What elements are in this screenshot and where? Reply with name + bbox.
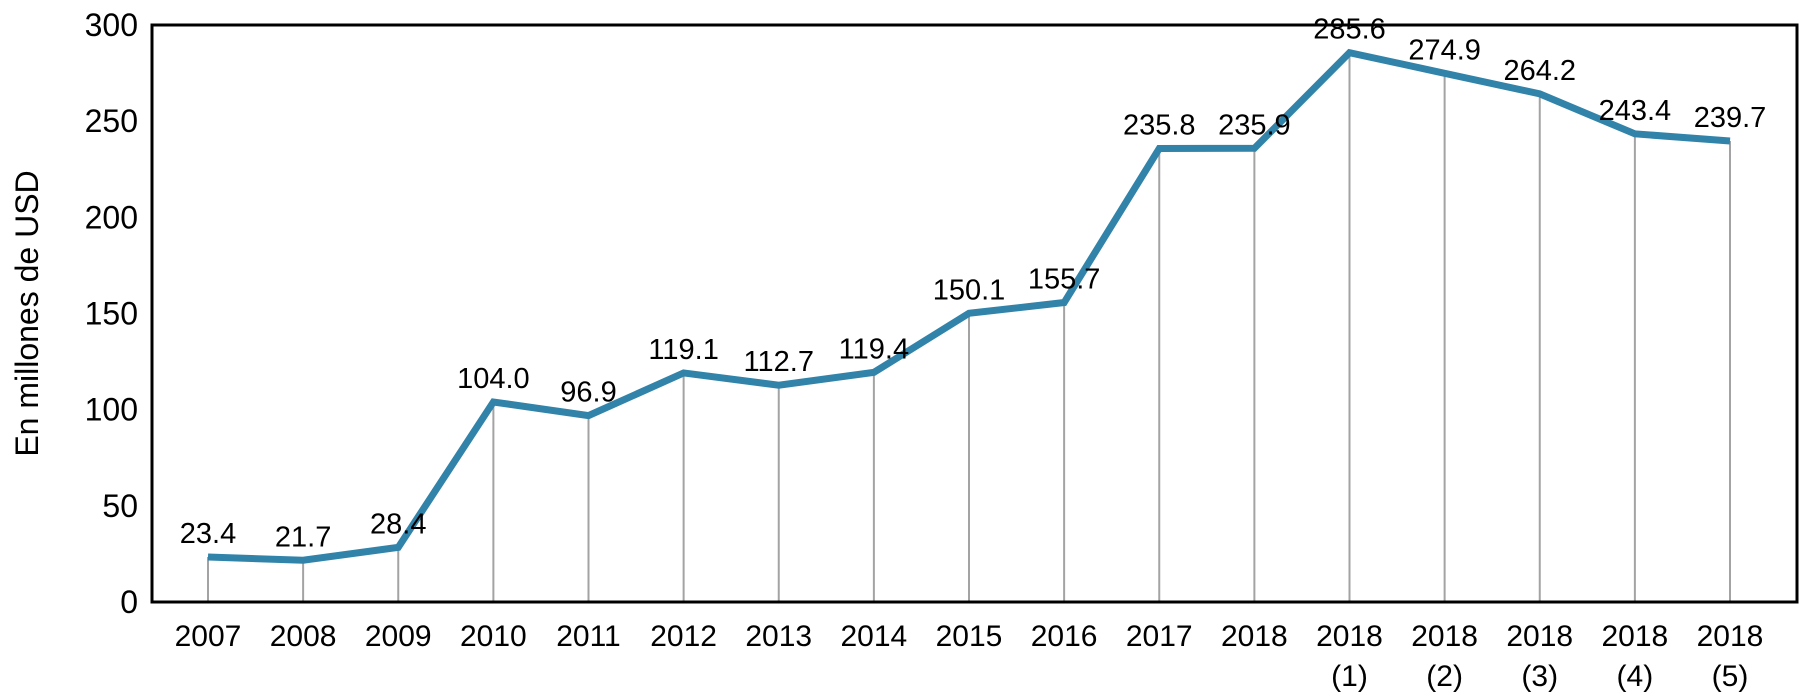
data-label: 274.9 (1408, 34, 1481, 66)
x-tick-label: 2011 (556, 620, 621, 653)
x-tick-label: 2009 (365, 620, 432, 653)
y-tick-label: 150 (85, 296, 138, 332)
data-label: 112.7 (744, 346, 814, 378)
x-tick-label: 2018 (1316, 620, 1383, 653)
data-label: 21.7 (275, 521, 331, 553)
y-axis-title: En millones de USD (9, 170, 45, 456)
x-tick-label: 2010 (460, 620, 527, 653)
line-series (207, 48, 1731, 564)
y-tick-label: 200 (85, 199, 138, 235)
data-label: 119.1 (648, 334, 718, 366)
x-tick-label: 2018 (1602, 620, 1669, 653)
x-tick-label: 2017 (1126, 620, 1193, 653)
y-tick-label: 250 (85, 103, 138, 139)
data-label: 155.7 (1028, 264, 1101, 296)
data-label: 119.4 (839, 333, 909, 365)
y-tick-label: 0 (120, 584, 138, 620)
x-tick-label: 2014 (841, 620, 908, 653)
data-label: 96.9 (560, 377, 616, 409)
data-label: 23.4 (180, 518, 236, 550)
x-tick-label: 2007 (175, 620, 242, 653)
data-label: 285.6 (1313, 14, 1386, 46)
x-tick-label-line2: (1) (1331, 660, 1368, 693)
y-tick-label: 50 (102, 488, 138, 524)
data-label: 150.1 (933, 274, 1006, 306)
data-label: 264.2 (1503, 55, 1576, 87)
data-label: 104.0 (457, 363, 530, 395)
data-label: 239.7 (1694, 102, 1767, 134)
x-tick-label: 2012 (650, 620, 717, 653)
x-tick-label-line2: (2) (1426, 660, 1463, 693)
data-label: 243.4 (1599, 95, 1672, 127)
x-tick-label: 2018 (1506, 620, 1573, 653)
x-tick-label: 2013 (745, 620, 812, 653)
x-tick-label: 2015 (936, 620, 1003, 653)
x-tick-label: 2018 (1697, 620, 1764, 653)
data-label: 28.4 (370, 508, 426, 540)
x-tick-label: 2008 (270, 620, 337, 653)
x-tick-label: 2018 (1411, 620, 1478, 653)
data-label: 235.8 (1123, 109, 1196, 141)
x-tick-label-line2: (4) (1617, 660, 1654, 693)
y-tick-label: 300 (85, 7, 138, 43)
x-tick-label-line2: (3) (1521, 660, 1558, 693)
x-tick-label: 2018 (1221, 620, 1288, 653)
data-label: 235.9 (1218, 109, 1291, 141)
x-tick-label: 2016 (1031, 620, 1098, 653)
y-tick-label: 100 (85, 392, 138, 428)
x-tick-label-line2: (5) (1712, 660, 1749, 693)
